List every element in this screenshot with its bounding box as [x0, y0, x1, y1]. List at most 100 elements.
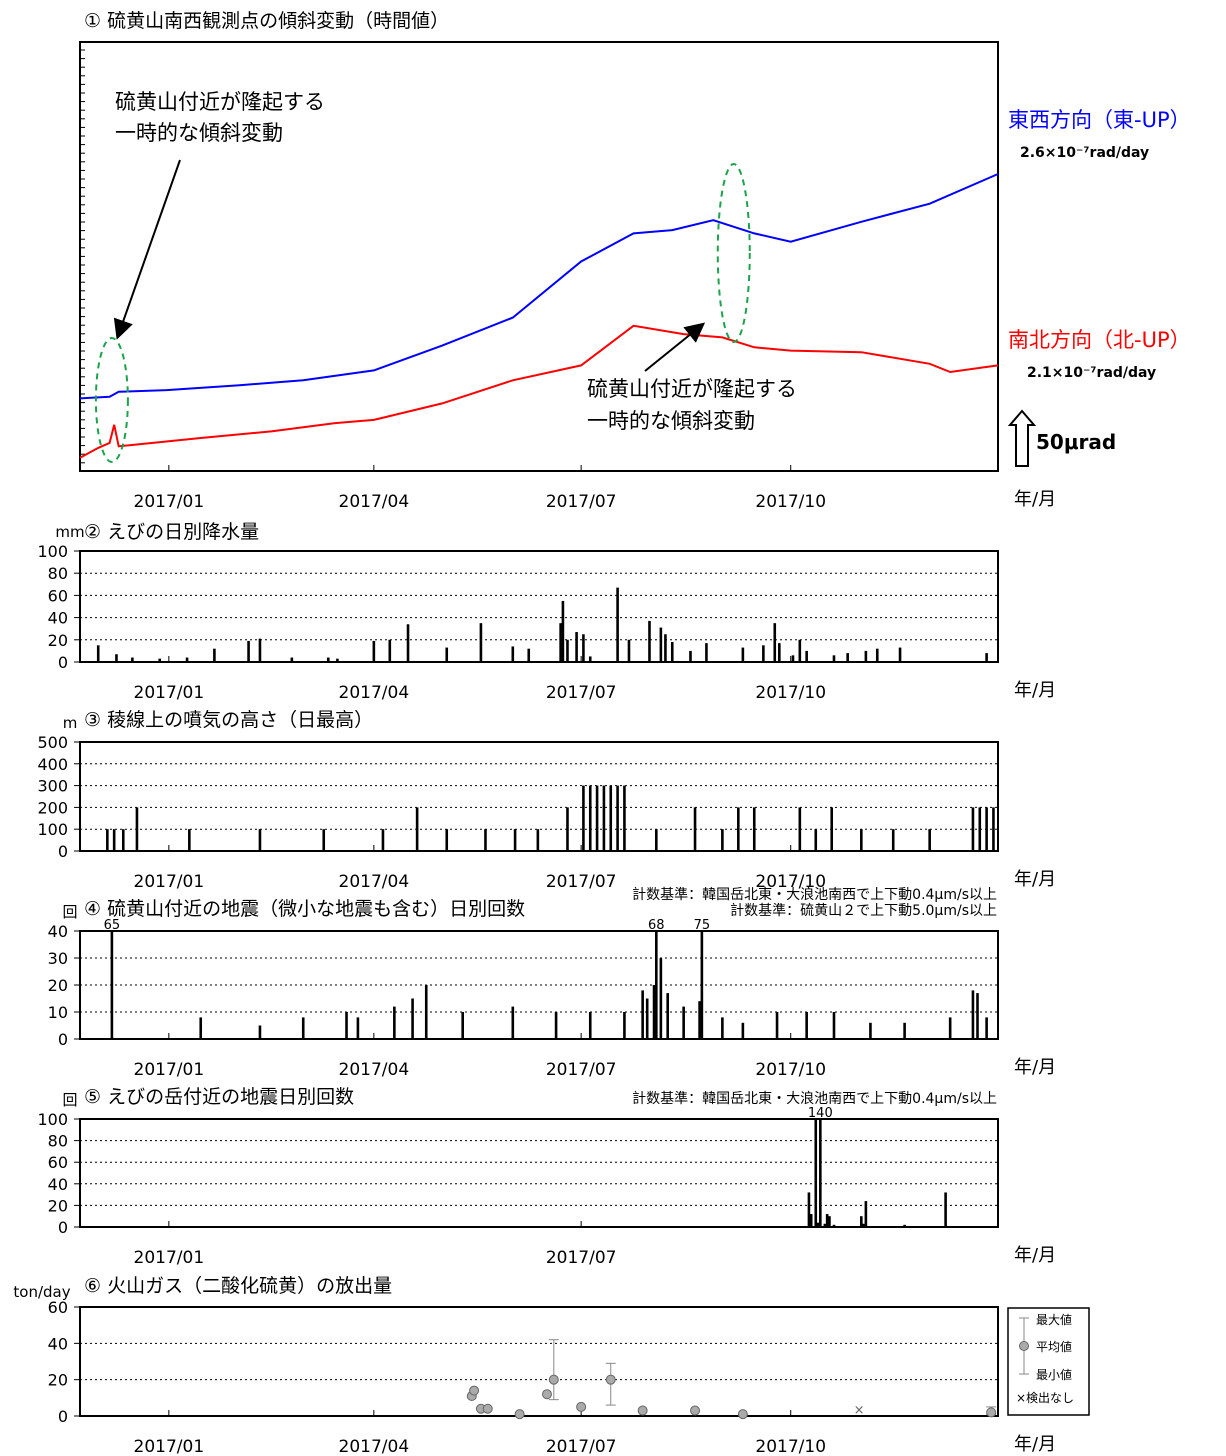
bar — [985, 1017, 988, 1039]
x-axis-label: 年/月 — [1014, 1057, 1056, 1078]
y-axis-unit: ton/day — [13, 1283, 70, 1301]
bar — [561, 600, 565, 662]
mean-point — [986, 1407, 997, 1418]
y-tick-label: 40 — [48, 609, 68, 628]
x-tick-label: 2017/10 — [755, 1060, 826, 1080]
bar — [131, 657, 134, 662]
bar — [805, 650, 808, 662]
bar — [356, 1017, 360, 1039]
bar — [582, 634, 585, 662]
bar — [406, 624, 410, 662]
x-tick-label: 2017/04 — [339, 492, 410, 512]
chart-title-3: ③ 稜線上の噴気の高さ（日最高） — [84, 709, 373, 731]
bar — [616, 587, 619, 662]
mean-point — [514, 1409, 525, 1420]
bar — [891, 829, 895, 851]
bar — [513, 829, 517, 851]
legend-nd-label: ×検出なし — [1016, 1391, 1074, 1405]
bar — [698, 1001, 701, 1039]
y-axis-unit: 回 — [62, 1091, 77, 1109]
bar — [805, 1012, 808, 1039]
bar — [381, 829, 385, 851]
bar — [188, 829, 191, 851]
bar — [623, 1012, 626, 1039]
y-tick-label: 0 — [58, 1407, 68, 1426]
bar — [445, 647, 449, 662]
bar — [814, 1119, 818, 1227]
bar — [971, 990, 975, 1039]
bar — [290, 657, 294, 662]
x-tick-label: 2017/04 — [339, 683, 410, 703]
bar — [798, 639, 802, 662]
legend-frame — [1007, 1307, 1090, 1416]
bar — [791, 655, 795, 662]
x-tick-label: 2017/07 — [546, 683, 617, 703]
x-tick-label: 2017/07 — [546, 1248, 617, 1268]
chart-title-5: ⑤ えびの岳付近の地震日別回数 — [84, 1086, 354, 1108]
bar-data-label: 65 — [104, 918, 121, 933]
mean-point — [605, 1374, 616, 1385]
chart-title-1: ① 硫黄山南西観測点の傾斜変動（時間値） — [84, 10, 449, 32]
bar — [135, 807, 139, 851]
trend-label: 2.1×10⁻⁷rad/day — [1027, 365, 1156, 381]
y-axis-unit: mm — [55, 523, 84, 541]
bar — [575, 632, 578, 662]
legend-max-label: 最大値 — [1036, 1312, 1072, 1327]
annotation-arrow — [644, 322, 706, 372]
x-tick-label: 2017/07 — [546, 1060, 617, 1080]
y-tick-label: 0 — [58, 842, 68, 861]
bar — [185, 657, 189, 662]
x-tick-label: 2017/10 — [755, 492, 826, 512]
bar — [511, 1006, 515, 1039]
bar — [860, 829, 863, 851]
bar — [345, 1012, 348, 1039]
bar — [301, 1017, 305, 1039]
y-tick-label: 0 — [58, 653, 68, 672]
annotation-line: 硫黄山付近が隆起する — [587, 377, 797, 401]
bar — [903, 1022, 906, 1039]
bar — [393, 1006, 396, 1039]
mean-point — [548, 1374, 559, 1385]
bar — [819, 1119, 822, 1227]
bar — [213, 648, 216, 662]
bar — [655, 931, 658, 1039]
bar — [415, 807, 419, 851]
bar — [588, 1012, 592, 1039]
x-axis-label: 年/月 — [1014, 869, 1056, 890]
y-axis-unit: 回 — [62, 903, 77, 921]
y-tick-label: 20 — [48, 976, 68, 995]
mean-point — [469, 1385, 480, 1396]
bar — [616, 785, 619, 851]
bar — [762, 645, 765, 662]
bar — [559, 623, 562, 662]
scale-up-arrow — [1007, 409, 1037, 467]
bar — [110, 931, 114, 1039]
plot-frame-5 — [79, 1118, 999, 1228]
bar — [511, 646, 515, 662]
x-axis-label: 年/月 — [1014, 489, 1056, 510]
y-tick-label: 0 — [58, 1218, 68, 1237]
x-tick-label: 2017/04 — [339, 1437, 410, 1456]
bar — [976, 993, 979, 1039]
bar — [705, 643, 708, 662]
bar — [832, 1012, 836, 1039]
bar — [158, 658, 162, 662]
bar — [445, 829, 449, 851]
y-tick-label: 80 — [48, 564, 68, 583]
y-tick-label: 200 — [37, 798, 68, 817]
bar — [828, 1216, 831, 1227]
scale-label: 50μrad — [1036, 430, 1116, 454]
bar — [602, 785, 606, 851]
trend-label: 2.6×10⁻⁷rad/day — [1020, 145, 1149, 161]
bar — [648, 620, 651, 662]
bar — [741, 647, 745, 662]
bar — [652, 985, 656, 1039]
bar — [825, 1214, 829, 1227]
bar — [898, 647, 902, 662]
bar — [645, 998, 649, 1039]
y-tick-label: 60 — [48, 1298, 68, 1317]
x-axis-label: 年/月 — [1014, 1434, 1056, 1455]
x-tick-label: 2017/01 — [134, 683, 205, 703]
bar — [816, 1222, 820, 1227]
